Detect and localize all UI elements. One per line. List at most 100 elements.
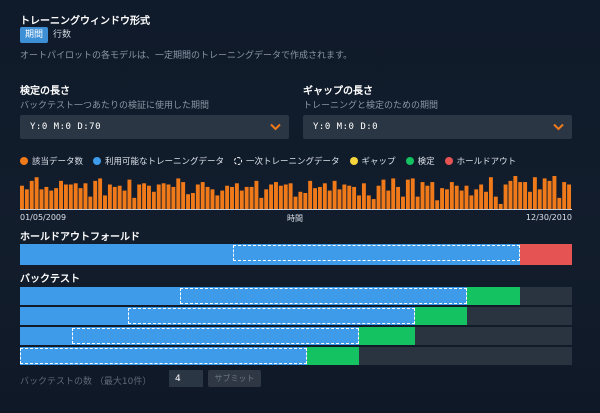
primary-training-segment bbox=[20, 348, 308, 364]
histogram-bar bbox=[464, 185, 469, 210]
histogram-bar bbox=[454, 185, 459, 210]
data-count-histogram bbox=[20, 176, 572, 210]
histogram-bar bbox=[508, 180, 513, 210]
histogram-bar bbox=[557, 197, 562, 210]
histogram-bar bbox=[274, 182, 278, 210]
histogram-bar bbox=[234, 183, 239, 210]
legend-item: 利用可能なトレーニングデータ bbox=[93, 155, 224, 167]
backtest-bar bbox=[20, 287, 572, 305]
training-segment bbox=[20, 287, 468, 305]
histogram-bar bbox=[366, 195, 371, 210]
histogram-bar bbox=[376, 185, 381, 210]
histogram-bar bbox=[332, 180, 337, 210]
histogram-bar bbox=[112, 186, 117, 210]
histogram-bar bbox=[78, 188, 83, 210]
histogram-bar bbox=[425, 185, 430, 210]
chevron-down-icon bbox=[270, 123, 281, 131]
histogram-bar bbox=[210, 189, 215, 210]
histogram-bar bbox=[83, 183, 88, 210]
histogram-bar bbox=[488, 177, 493, 210]
histogram-bar bbox=[513, 176, 518, 210]
histogram-bar bbox=[479, 184, 484, 210]
training-segment bbox=[20, 347, 308, 365]
validation-length-subtitle: バックテスト一つあたりの検証に使用した期間 bbox=[20, 101, 210, 111]
histogram-bar bbox=[107, 184, 112, 210]
histogram-bar bbox=[117, 185, 122, 210]
histogram-bar bbox=[127, 179, 132, 210]
histogram-bar bbox=[391, 178, 396, 210]
training-segment bbox=[20, 327, 360, 345]
chevron-down-icon bbox=[553, 123, 564, 131]
backtest-count-label: バックテストの数 （最大10件） bbox=[20, 377, 152, 387]
histogram-bar bbox=[327, 190, 332, 210]
histogram-bar bbox=[249, 186, 254, 210]
histogram-bar bbox=[166, 184, 171, 210]
training-window-description: オートパイロットの各モデルは、一定期間のトレーニングデータで作成されます。 bbox=[20, 51, 353, 61]
histogram-bar bbox=[440, 188, 445, 210]
backtest-bar bbox=[20, 307, 572, 325]
submit-button[interactable]: サブミット bbox=[208, 370, 261, 387]
holdout-fold-title: ホールドアウトフォールド bbox=[20, 232, 140, 243]
histogram-bar bbox=[381, 179, 386, 210]
histogram-bar bbox=[430, 182, 435, 210]
histogram-bar bbox=[303, 193, 308, 210]
histogram-bar bbox=[415, 196, 420, 210]
histogram-bar bbox=[151, 191, 156, 210]
histogram-bar bbox=[171, 186, 176, 210]
histogram-bar bbox=[498, 203, 503, 210]
histogram-bar bbox=[347, 185, 352, 210]
histogram-bar bbox=[410, 178, 415, 210]
histogram-bar bbox=[59, 180, 63, 210]
histogram-bar bbox=[29, 180, 34, 210]
histogram-bar bbox=[567, 184, 572, 210]
histogram-bar bbox=[93, 180, 98, 210]
validation-segment bbox=[467, 287, 520, 305]
histogram-bar bbox=[239, 190, 244, 210]
legend-item: 該当データ数 bbox=[20, 155, 83, 167]
histogram-bar bbox=[537, 189, 542, 210]
training-window-title: トレーニングウィンドウ形式 bbox=[20, 16, 150, 27]
histogram-bar bbox=[288, 183, 293, 210]
histogram-bar bbox=[371, 199, 376, 210]
histogram-bar bbox=[264, 189, 269, 210]
histogram-bar bbox=[103, 195, 107, 210]
histogram-bar bbox=[181, 182, 186, 210]
histogram-bar bbox=[396, 186, 401, 210]
legend-item: ギャップ bbox=[349, 155, 396, 167]
validation-length-select[interactable]: Y:0 M:0 D:70 bbox=[20, 115, 289, 139]
backtest-bar bbox=[20, 327, 572, 345]
histogram-bar bbox=[493, 196, 498, 210]
histogram-bar bbox=[205, 186, 210, 210]
backtest-title: バックテスト bbox=[20, 274, 80, 285]
backtest-count-input[interactable] bbox=[169, 370, 203, 387]
histogram-bar bbox=[190, 193, 195, 210]
legend-item: ホールドアウト bbox=[444, 155, 516, 167]
histogram-bar bbox=[361, 183, 366, 210]
histogram-bar bbox=[63, 184, 68, 210]
histogram-bar bbox=[278, 185, 283, 210]
legend-swatch bbox=[349, 157, 358, 165]
histogram-bar bbox=[547, 180, 552, 210]
tab-row-count[interactable]: 行数 bbox=[53, 30, 72, 40]
histogram-bar bbox=[352, 186, 357, 210]
histogram-bar bbox=[34, 177, 39, 210]
histogram-bar bbox=[44, 186, 49, 210]
histogram-bar bbox=[244, 186, 249, 210]
histogram-bar bbox=[137, 184, 142, 210]
gap-length-select[interactable]: Y:0 M:0 D:0 bbox=[303, 115, 572, 139]
validation-length-value: Y:0 M:0 D:70 bbox=[30, 122, 102, 132]
histogram-bar bbox=[220, 190, 225, 210]
histogram-bar bbox=[484, 191, 488, 210]
histogram-bar bbox=[322, 183, 327, 210]
legend-swatch bbox=[20, 157, 28, 165]
x-axis-start-label: 01/05/2009 bbox=[20, 213, 67, 222]
histogram-bar bbox=[386, 190, 391, 210]
histogram-bar bbox=[54, 188, 59, 210]
holdout-fold-bar bbox=[20, 244, 572, 265]
histogram-bar bbox=[132, 197, 137, 210]
histogram-bar bbox=[313, 188, 318, 210]
training-segment bbox=[20, 307, 415, 325]
tab-duration[interactable]: 期間 bbox=[20, 27, 49, 43]
histogram-bar bbox=[195, 184, 200, 210]
validation-segment bbox=[414, 307, 468, 325]
